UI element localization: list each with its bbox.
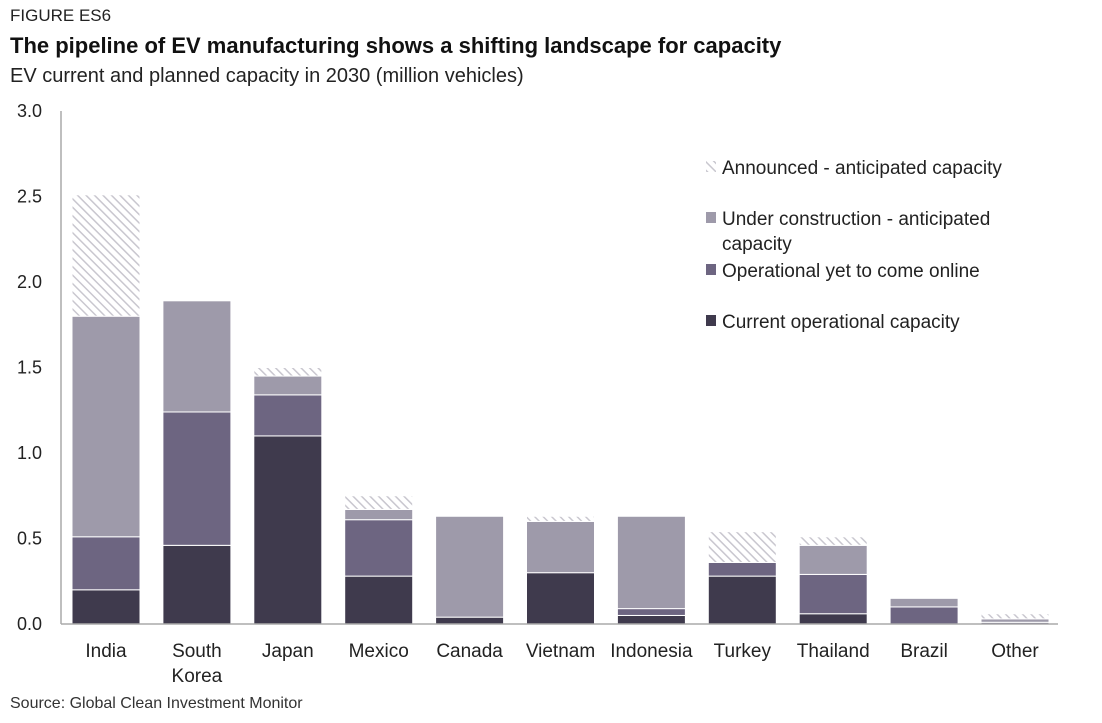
bar-stack (435, 515, 505, 625)
bar-stack (707, 531, 777, 625)
chart-title: The pipeline of EV manufacturing shows a… (10, 33, 782, 58)
bar-stack (889, 597, 959, 625)
y-tick-label: 2.0 (17, 272, 42, 292)
x-category-label: Turkey (714, 641, 772, 662)
legend: Announced - anticipated capacity Under co… (706, 158, 1002, 333)
bar-segment-under-construction (616, 515, 686, 610)
bar-segment-announced (253, 367, 323, 377)
bar-stack (526, 515, 595, 625)
y-tick-label: 1.5 (17, 358, 42, 378)
bar-segment-current (253, 435, 323, 625)
bar-segment-operational-yet (162, 411, 232, 546)
x-category-label: Mexico (349, 641, 409, 662)
bar-stack (344, 495, 414, 625)
x-category-label: South (172, 641, 222, 662)
bar-segment-current (707, 575, 777, 625)
x-axis: India South Korea Japan Mexico Canada Vietnam I… (61, 623, 1058, 687)
legend-swatch-announced (706, 161, 716, 172)
bar-segment-under-construction (889, 597, 959, 608)
x-category-label: Brazil (900, 641, 948, 662)
bar-stack (798, 536, 868, 625)
source-note: Source: Global Clean Investment Monitor (10, 695, 303, 712)
bar-segment-current (616, 614, 686, 625)
bar-segment-announced (526, 515, 595, 522)
legend-label: capacity (722, 234, 792, 255)
legend-swatch-under-construction (706, 212, 716, 223)
y-tick-label: 1.0 (17, 443, 42, 463)
bar-segment-current (435, 616, 505, 625)
x-category-label: Korea (172, 666, 223, 687)
x-category-label: Japan (262, 641, 314, 662)
y-tick-label: 0.5 (17, 529, 42, 549)
bar-stack (162, 300, 232, 625)
x-category-label: India (85, 641, 127, 662)
y-tick-label: 0.0 (17, 614, 42, 634)
bar-segment-announced (71, 194, 141, 317)
legend-label: Under construction - anticipated (722, 209, 990, 230)
bar-segment-current (71, 589, 141, 625)
bar-segment-operational-yet (253, 394, 323, 437)
bar-segment-current (162, 544, 232, 625)
y-tick-label: 2.5 (17, 187, 42, 207)
bar-segment-operational-yet (71, 536, 141, 591)
bar-segment-under-construction (435, 515, 505, 618)
bar-stack (253, 367, 323, 625)
bar-segment-under-construction (162, 300, 232, 413)
bar-segment-under-construction (344, 508, 414, 521)
y-axis: 0.0 0.5 1.0 1.5 2.0 2.5 3.0 (17, 101, 62, 634)
x-category-label: Vietnam (526, 641, 595, 662)
bar-stack (616, 515, 686, 625)
bar-segment-operational-yet (344, 519, 414, 577)
bar-segment-current (344, 575, 414, 625)
bar-segment-under-construction (980, 618, 1050, 623)
bar-segment-current (798, 613, 868, 625)
legend-swatch-current (706, 315, 716, 326)
bar-segment-operational-yet (707, 561, 777, 577)
chart-subtitle: EV current and planned capacity in 2030 … (10, 65, 524, 87)
bar-segment-announced (980, 613, 1050, 620)
bar-segment-under-construction (526, 520, 595, 574)
bar-segment-announced (707, 531, 777, 563)
bar-segment-operational-yet (616, 608, 686, 616)
x-category-label: Indonesia (610, 641, 693, 662)
bar-segment-under-construction (71, 315, 141, 538)
figure-label: FIGURE ES6 (10, 6, 112, 25)
legend-label: Announced - anticipated capacity (722, 158, 1002, 179)
x-category-label: Other (991, 641, 1039, 662)
bar-segment-operational-yet (889, 606, 959, 625)
bar-stack (980, 613, 1050, 625)
bar-segment-operational-yet (798, 573, 868, 615)
y-tick-label: 3.0 (17, 101, 42, 121)
bar-segment-current (526, 572, 595, 625)
bar-segment-announced (344, 495, 414, 510)
bar-segment-announced (798, 536, 868, 546)
legend-label: Operational yet to come online (722, 261, 980, 282)
legend-swatch-operational-yet (706, 264, 716, 275)
x-category-label: Canada (436, 641, 503, 662)
bar-stack (71, 194, 141, 625)
bar-segment-under-construction (798, 544, 868, 575)
bar-segment-under-construction (253, 375, 323, 396)
bars-group (71, 194, 1050, 625)
x-category-label: Thailand (797, 641, 870, 662)
legend-label: Current operational capacity (722, 312, 960, 333)
